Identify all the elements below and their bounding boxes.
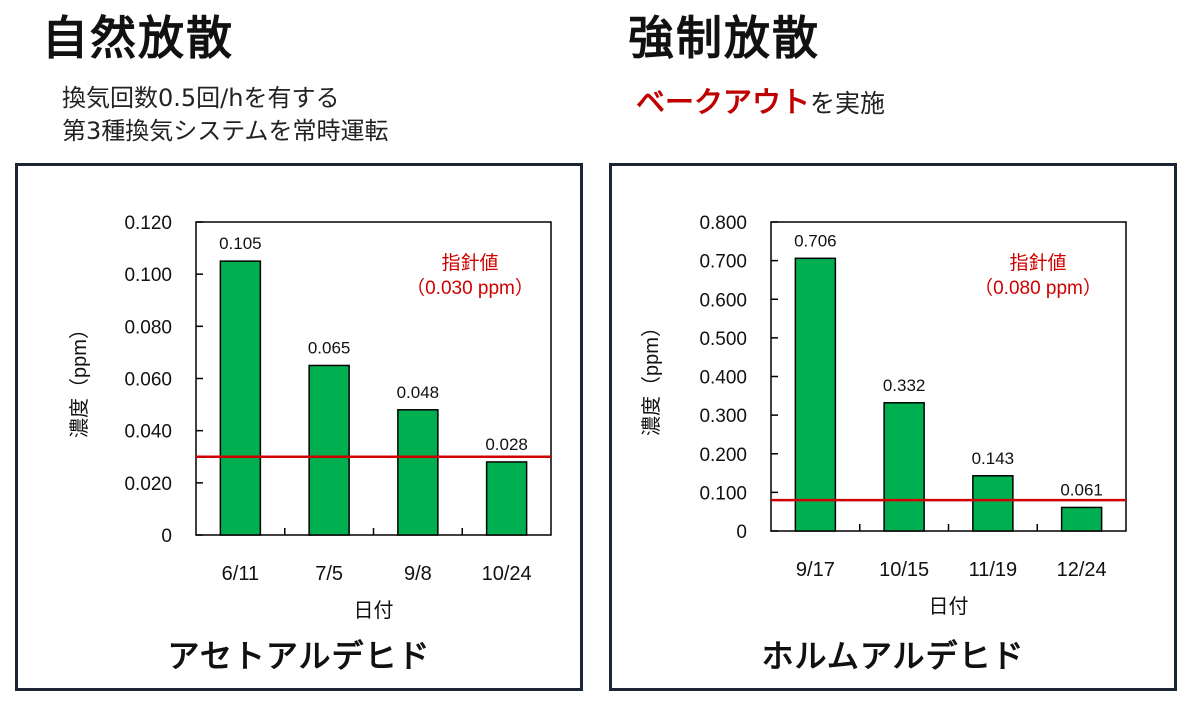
acetaldehyde-y-tick-label: 0.040 xyxy=(124,422,172,443)
acetaldehyde-chart-title: アセトアルデヒド xyxy=(167,637,431,675)
formaldehyde-y-tick-label: 0.800 xyxy=(699,213,747,234)
formaldehyde-y-tick-label: 0.100 xyxy=(699,483,747,504)
formaldehyde-chart: 0 0.100 0.200 0.300 0.400 0.500 0.600 0.700 0.80… xyxy=(640,213,1127,618)
acetaldehyde-x-tick-label: 9/8 xyxy=(404,563,432,585)
right-heading: 強制放散 xyxy=(628,11,820,65)
acetaldehyde-guideline-label: 指針値 xyxy=(441,252,498,274)
formaldehyde-bar xyxy=(883,402,925,532)
formaldehyde-value-label: 0.332 xyxy=(883,376,926,395)
acetaldehyde-value-label: 0.065 xyxy=(308,338,351,357)
acetaldehyde-value-label: 0.048 xyxy=(397,383,440,402)
formaldehyde-value-label: 0.061 xyxy=(1060,480,1103,499)
formaldehyde-x-tick-label: 9/17 xyxy=(796,559,835,581)
acetaldehyde-bar xyxy=(397,409,439,536)
left-description-line-1: 換気回数0.5回/hを有する xyxy=(62,84,340,112)
acetaldehyde-chart: 0 0.020 0.040 0.060 0.080 0.100 0.120 0.105 6/11… xyxy=(68,213,552,622)
acetaldehyde-value-label: 0.105 xyxy=(219,234,262,253)
formaldehyde-chart-title: ホルムアルデヒド xyxy=(761,637,1025,675)
acetaldehyde-y-tick-label: 0 xyxy=(161,526,172,547)
formaldehyde-y-tick-label: 0.500 xyxy=(699,329,747,350)
acetaldehyde-y-tick-label: 0.020 xyxy=(124,474,172,495)
formaldehyde-guideline-value: （0.080 ppm） xyxy=(974,277,1102,299)
right-description: ベークアウトを実施 xyxy=(636,86,885,120)
formaldehyde-chart-panel: 0 0.100 0.200 0.300 0.400 0.500 0.600 0.700 0.80… xyxy=(609,163,1177,691)
formaldehyde-bar xyxy=(1060,506,1103,532)
acetaldehyde-guideline-value: （0.030 ppm） xyxy=(406,277,534,299)
acetaldehyde-x-axis-title: 日付 xyxy=(354,599,394,622)
formaldehyde-value-label: 0.706 xyxy=(794,231,837,250)
right-description-rest: を実施 xyxy=(810,89,886,118)
acetaldehyde-bar xyxy=(308,364,350,536)
acetaldehyde-y-tick-label: 0.100 xyxy=(124,265,172,286)
acetaldehyde-y-axis-title: 濃度（ppm） xyxy=(68,319,91,438)
acetaldehyde-chart-panel: 0 0.020 0.040 0.060 0.080 0.100 0.120 0.105 6/11… xyxy=(15,163,583,691)
formaldehyde-x-tick-label: 11/19 xyxy=(969,559,1018,581)
acetaldehyde-y-tick-label: 0.060 xyxy=(124,370,172,391)
left-description-line-2: 第3種換気システムを常時運転 xyxy=(62,117,389,145)
acetaldehyde-y-tick-label: 0.080 xyxy=(124,317,172,338)
formaldehyde-y-tick-label: 0 xyxy=(736,522,747,543)
formaldehyde-y-axis-title: 濃度（ppm） xyxy=(640,317,663,436)
acetaldehyde-value-label: 0.028 xyxy=(485,435,528,454)
formaldehyde-bar xyxy=(794,257,837,532)
acetaldehyde-bar xyxy=(219,260,262,536)
formaldehyde-guideline-label: 指針値 xyxy=(1009,252,1066,274)
acetaldehyde-bar xyxy=(485,461,528,536)
formaldehyde-y-tick-label: 0.400 xyxy=(699,368,747,389)
formaldehyde-bar xyxy=(972,475,1014,532)
formaldehyde-y-tick-label: 0.300 xyxy=(699,406,747,427)
formaldehyde-x-tick-label: 10/15 xyxy=(879,559,929,581)
acetaldehyde-y-tick-label: 0.120 xyxy=(124,213,172,234)
acetaldehyde-x-tick-label: 7/5 xyxy=(315,563,343,585)
acetaldehyde-x-tick-label: 10/24 xyxy=(482,563,532,585)
left-description: 換気回数0.5回/hを有する 第3種換気システムを常時運転 xyxy=(62,82,389,148)
formaldehyde-y-tick-label: 0.200 xyxy=(699,445,747,466)
formaldehyde-x-axis-title: 日付 xyxy=(929,595,969,618)
acetaldehyde-x-tick-label: 6/11 xyxy=(222,563,259,585)
left-heading: 自然放散 xyxy=(42,11,234,65)
formaldehyde-y-tick-label: 0.600 xyxy=(699,290,747,311)
formaldehyde-x-tick-label: 12/24 xyxy=(1057,559,1107,581)
formaldehyde-y-tick-label: 0.700 xyxy=(699,252,747,273)
bakeout-emphasis: ベークアウト xyxy=(636,85,811,119)
formaldehyde-value-label: 0.143 xyxy=(972,449,1015,468)
